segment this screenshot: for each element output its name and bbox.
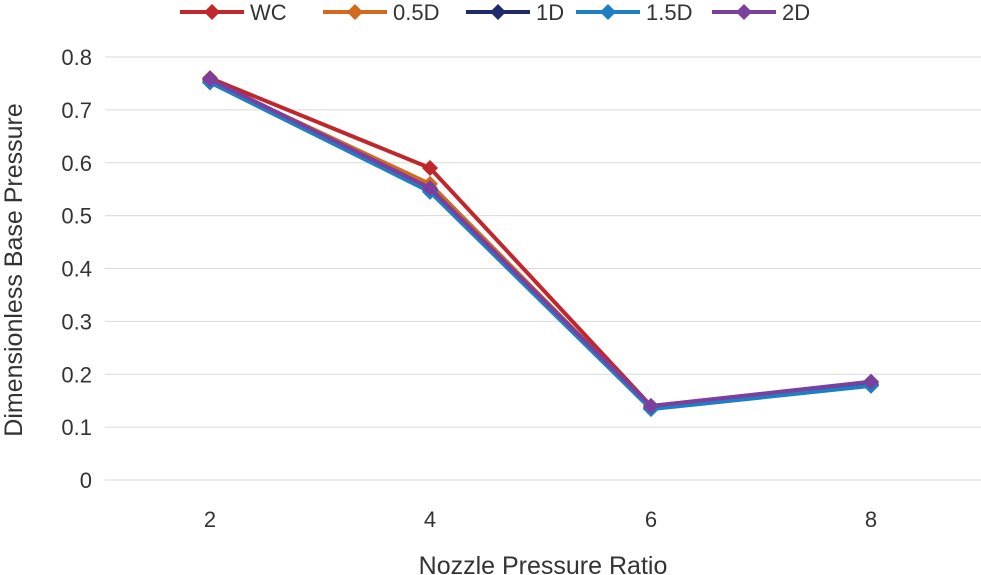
x-tick-label: 6: [645, 507, 657, 532]
legend-marker-icon: [347, 4, 363, 20]
grid-layer: [105, 56, 981, 481]
data-point-marker: [863, 373, 879, 390]
x-tick-label: 8: [865, 507, 877, 532]
legend-entry: 1D: [466, 0, 564, 25]
series-layer: [202, 70, 879, 418]
y-tick-label: 0.7: [61, 98, 92, 123]
y-tick-label: 0.2: [61, 362, 92, 387]
data-point-marker: [202, 71, 218, 88]
data-point-marker: [422, 180, 438, 197]
x-axis-title: Nozzle Pressure Ratio: [419, 552, 668, 575]
legend-label: WC: [250, 0, 287, 25]
legend-entry: WC: [180, 0, 287, 25]
legend-label: 1.5D: [646, 0, 692, 25]
y-tick-label: 0.8: [61, 45, 92, 70]
series-2d: [202, 71, 879, 414]
y-tick-label: 0.6: [61, 151, 92, 176]
y-tick-label: 0.5: [61, 204, 92, 229]
legend-entry: 1.5D: [576, 0, 692, 25]
x-tick-labels: 2 4 6 8: [204, 507, 877, 532]
y-tick-label: 0.4: [61, 257, 92, 282]
legend-marker-icon: [736, 4, 752, 20]
legend-label: 2D: [782, 0, 810, 25]
legend-marker-icon: [204, 4, 220, 20]
legend: WC 0.5D 1D 1.5D 2D: [180, 0, 810, 25]
series-line: [208, 80, 873, 412]
x-tick-label: 2: [204, 507, 216, 532]
data-point-marker: [422, 160, 438, 177]
y-tick-label: 0.1: [61, 415, 92, 440]
y-tick-label: 0: [80, 468, 92, 493]
legend-entry: 2D: [712, 0, 810, 25]
series-wc: [202, 70, 879, 414]
y-tick-labels: 0 0.1 0.2 0.3 0.4 0.5 0.6 0.7 0.8: [61, 45, 92, 493]
y-tick-label: 0.3: [61, 309, 92, 334]
x-tick-label: 4: [424, 507, 436, 532]
legend-marker-icon: [600, 4, 616, 20]
series-line: [208, 77, 873, 408]
y-axis-title: Dimensionless Base Pressure: [0, 103, 28, 436]
legend-label: 0.5D: [393, 0, 439, 25]
data-point-marker: [643, 397, 659, 414]
legend-label: 1D: [536, 0, 564, 25]
legend-marker-icon: [490, 4, 506, 20]
legend-entry: 0.5D: [323, 0, 439, 25]
